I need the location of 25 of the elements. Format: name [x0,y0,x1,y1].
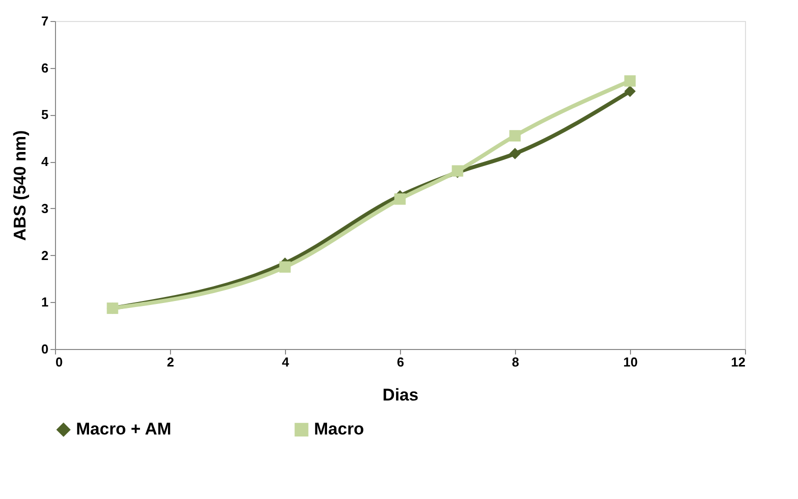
legend-label: Macro [314,420,364,439]
x-tick-label: 8 [512,354,520,370]
point [394,193,406,205]
y-tick-label: 5 [41,107,48,122]
point [624,86,636,97]
y-tick-label: 7 [41,14,48,28]
x-tick-label: 4 [282,354,290,370]
x-axis-title: Dias [382,386,418,404]
point [509,130,521,142]
y-axis-title: ABS (540 nm) [10,130,30,241]
x-tick-label: 12 [731,354,746,370]
y-tick-label: 4 [41,154,50,170]
x-tick-label: 10 [623,354,638,370]
point [279,261,291,273]
y-tick-label: 0 [41,342,48,356]
x-tick-label: 6 [396,354,404,370]
x-tick-label: 0 [56,354,63,370]
point [624,75,636,87]
y-tick-label: 1 [41,294,48,310]
x-tick-label: 2 [166,354,174,370]
legend-label: Macro + AM [76,420,172,439]
y-tick-label: 3 [41,200,48,216]
point [509,148,521,160]
y-tick-label: 2 [41,248,48,263]
y-tick-label: 6 [41,60,48,76]
